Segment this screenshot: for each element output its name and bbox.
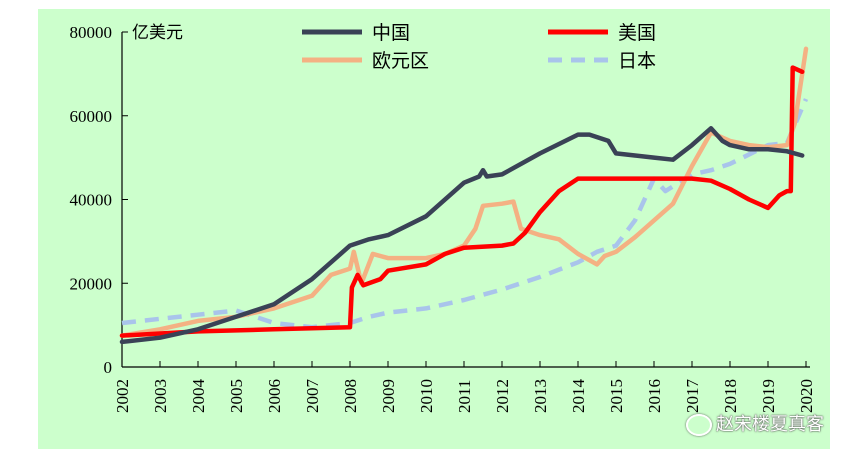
legend-label-1: 美国 [618, 22, 656, 44]
y-tick-label: 80000 [70, 23, 113, 42]
x-tick-label: 2005 [227, 379, 246, 413]
x-tick-label: 2010 [417, 379, 436, 413]
x-tick-label: 2020 [797, 379, 816, 413]
y-unit-label: 亿美元 [132, 23, 183, 43]
x-tick-label: 2013 [531, 379, 550, 413]
x-tick-label: 2011 [455, 380, 474, 413]
y-tick-label: 60000 [70, 107, 113, 126]
x-tick-label: 2002 [113, 379, 132, 413]
watermark: 赵宋楼夏真客 [686, 410, 824, 436]
chart-background [38, 9, 830, 449]
watermark-text: 赵宋楼夏真客 [716, 414, 824, 435]
x-tick-label: 2015 [607, 379, 626, 413]
x-tick-label: 2006 [265, 379, 284, 413]
series-line-1 [119, 65, 805, 338]
series-line-2 [119, 46, 809, 338]
wechat-icon [686, 414, 712, 436]
x-tick-label: 2014 [569, 379, 588, 414]
x-tick-label: 2012 [493, 379, 512, 413]
y-ticks: 0 20000 40000 60000 80000 [70, 23, 128, 377]
series-lines [119, 46, 809, 345]
legend-label-0: 中国 [372, 22, 410, 44]
x-tick-label: 2008 [341, 379, 360, 413]
x-tick-label: 2019 [759, 379, 778, 413]
legend-label-2: 欧元区 [372, 50, 429, 72]
y-tick-label: 40000 [70, 191, 113, 210]
x-tick-label: 2016 [645, 379, 664, 413]
x-tick-label: 2017 [683, 379, 702, 414]
series-line-3 [121, 98, 809, 330]
y-tick-label: 0 [104, 358, 113, 377]
x-tick-label: 2018 [721, 379, 740, 413]
x-ticks: 2002 2003 2004 2005 2006 2007 2008 2009 2010 2011… [113, 361, 816, 413]
x-tick-label: 2004 [189, 379, 208, 414]
x-tick-label: 2007 [303, 379, 322, 414]
y-tick-label: 20000 [70, 274, 113, 293]
x-tick-label: 2009 [379, 379, 398, 413]
series-line-0 [119, 126, 805, 345]
x-tick-label: 2003 [151, 379, 170, 413]
legend-label-3: 日本 [618, 50, 656, 72]
